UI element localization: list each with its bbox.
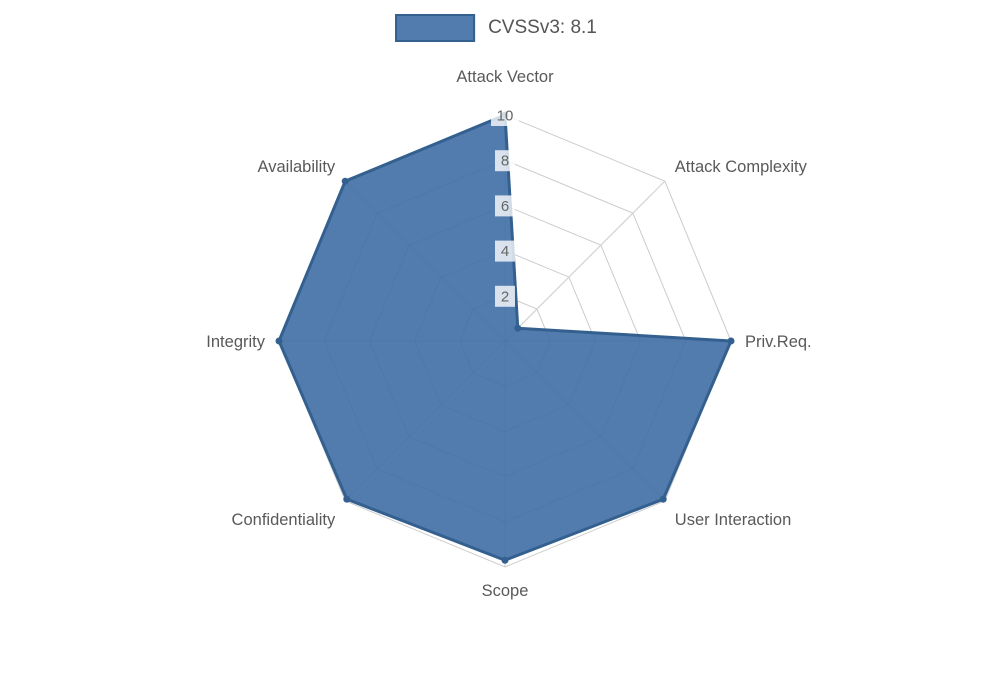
tick-backdrop — [491, 105, 519, 126]
chart-legend-item[interactable]: CVSSv3: 8.1 — [395, 14, 597, 42]
axis-label-availability: Availability — [258, 158, 336, 176]
axis-label-scope: Scope — [482, 582, 529, 600]
axis-label-attack-complexity: Attack Complexity — [675, 158, 808, 176]
tick-backdrop — [495, 195, 515, 217]
radar-point-user-interaction — [659, 495, 667, 503]
tick-backdrop — [495, 150, 515, 172]
radar-point-attack-complexity — [514, 324, 522, 332]
radar-point-scope — [501, 556, 509, 564]
tick-backdrop — [495, 285, 515, 307]
radar-spoke — [504, 180, 666, 342]
legend-label: CVSSv3: 8.1 — [488, 17, 597, 38]
axis-label-user-interaction: User Interaction — [675, 511, 791, 529]
tick-label: 10 — [497, 108, 514, 125]
tick-label: 6 — [501, 198, 509, 215]
tick-label: 8 — [501, 153, 509, 170]
tick-label: 4 — [501, 243, 509, 260]
axis-label-integrity: Integrity — [206, 333, 265, 351]
legend-swatch — [395, 14, 476, 42]
axis-label-confidentiality: Confidentiality — [232, 511, 336, 529]
radar-point-priv-req — [727, 337, 735, 345]
axis-label-priv-req: Priv.Req. — [745, 333, 812, 351]
radar-point-availability — [341, 177, 349, 185]
tick-label: 2 — [501, 288, 509, 305]
radar-point-integrity — [275, 337, 283, 345]
tick-backdrop — [495, 240, 515, 262]
axis-label-attack-vector: Attack Vector — [456, 68, 554, 86]
radar-point-confidentiality — [343, 495, 351, 503]
